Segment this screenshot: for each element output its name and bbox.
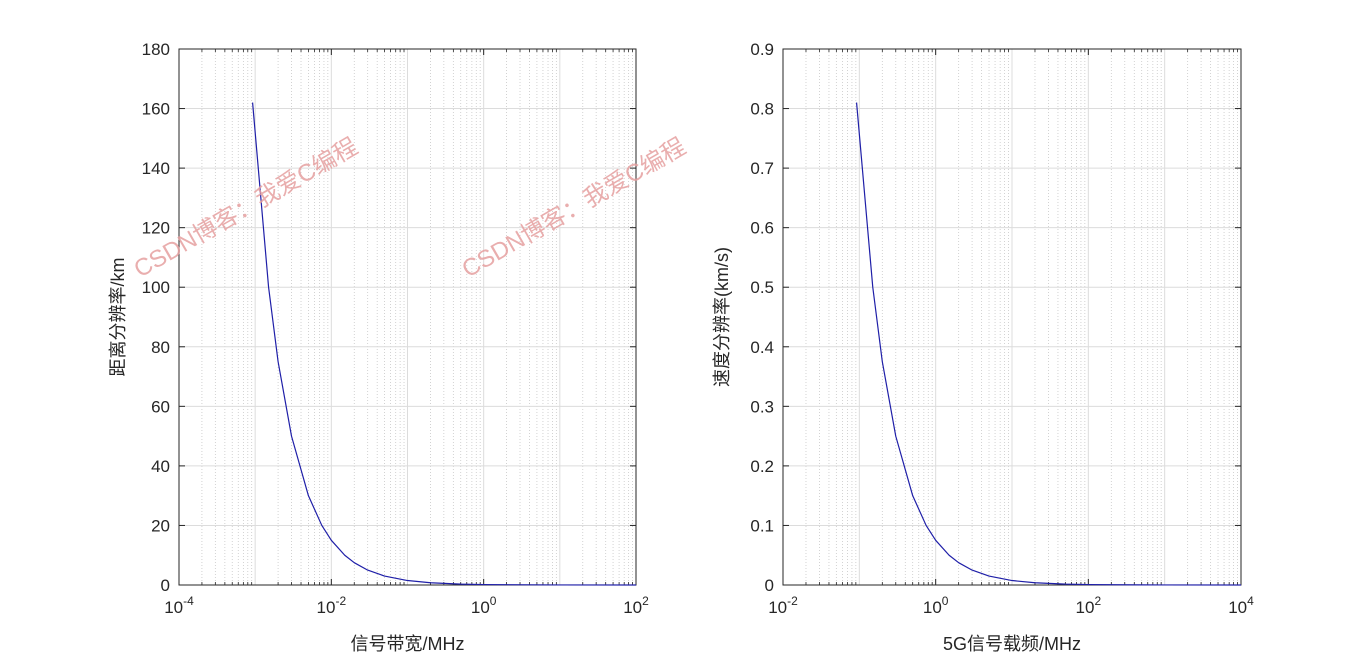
x-axis-label: 信号带宽/MHz bbox=[351, 634, 465, 654]
y-tick-label: 100 bbox=[142, 278, 170, 297]
left-plot: 10-4 10-2 100 102 0 20 40 60 80 100 120 140 160 180 信号… bbox=[108, 40, 649, 654]
y-tick-label: 60 bbox=[151, 397, 170, 416]
y-tick-label: 180 bbox=[142, 40, 170, 59]
right-plot: 10-2 100 102 104 0 0.1 0.2 0.3 0.4 0.5 0.6 0.7 0.8 0.… bbox=[712, 40, 1254, 654]
x-tick-label: 102 bbox=[623, 594, 649, 617]
axes-box bbox=[782, 48, 1242, 586]
y-tick-label: 0.7 bbox=[750, 159, 774, 178]
y-tick-label: 20 bbox=[151, 516, 170, 535]
x-tick-label: 102 bbox=[1076, 594, 1102, 617]
y-tick-label: 0.2 bbox=[750, 457, 774, 476]
y-tick-label: 0.5 bbox=[750, 278, 774, 297]
x-axis-label: 5G信号载频/MHz bbox=[943, 634, 1081, 654]
y-axis-label: 距离分辨率/km bbox=[108, 258, 128, 377]
x-tick-label: 10-4 bbox=[164, 594, 194, 617]
y-tick-label: 0 bbox=[161, 576, 170, 595]
y-tick-label: 0.6 bbox=[750, 219, 774, 238]
y-tick-label: 80 bbox=[151, 338, 170, 357]
y-tick-label: 140 bbox=[142, 159, 170, 178]
y-tick-label: 0.9 bbox=[750, 40, 774, 59]
axes-box bbox=[178, 48, 637, 586]
series-line bbox=[251, 102, 637, 586]
x-tick-label: 104 bbox=[1228, 594, 1254, 617]
y-tick-label: 40 bbox=[151, 457, 170, 476]
y-axis-label: 速度分辨率(km/s) bbox=[712, 247, 732, 387]
x-tick-label: 100 bbox=[923, 594, 949, 617]
x-tick-label: 10-2 bbox=[317, 594, 347, 617]
x-tick-label: 10-2 bbox=[768, 594, 798, 617]
y-tick-label: 0 bbox=[765, 576, 774, 595]
x-tick-label: 100 bbox=[471, 594, 497, 617]
y-tick-label: 0.4 bbox=[750, 338, 774, 357]
series-line bbox=[855, 102, 1242, 586]
y-tick-label: 0.1 bbox=[750, 516, 774, 535]
y-tick-label: 160 bbox=[142, 100, 170, 119]
y-tick-label: 120 bbox=[142, 219, 170, 238]
y-tick-label: 0.8 bbox=[750, 100, 774, 119]
y-tick-label: 0.3 bbox=[750, 397, 774, 416]
